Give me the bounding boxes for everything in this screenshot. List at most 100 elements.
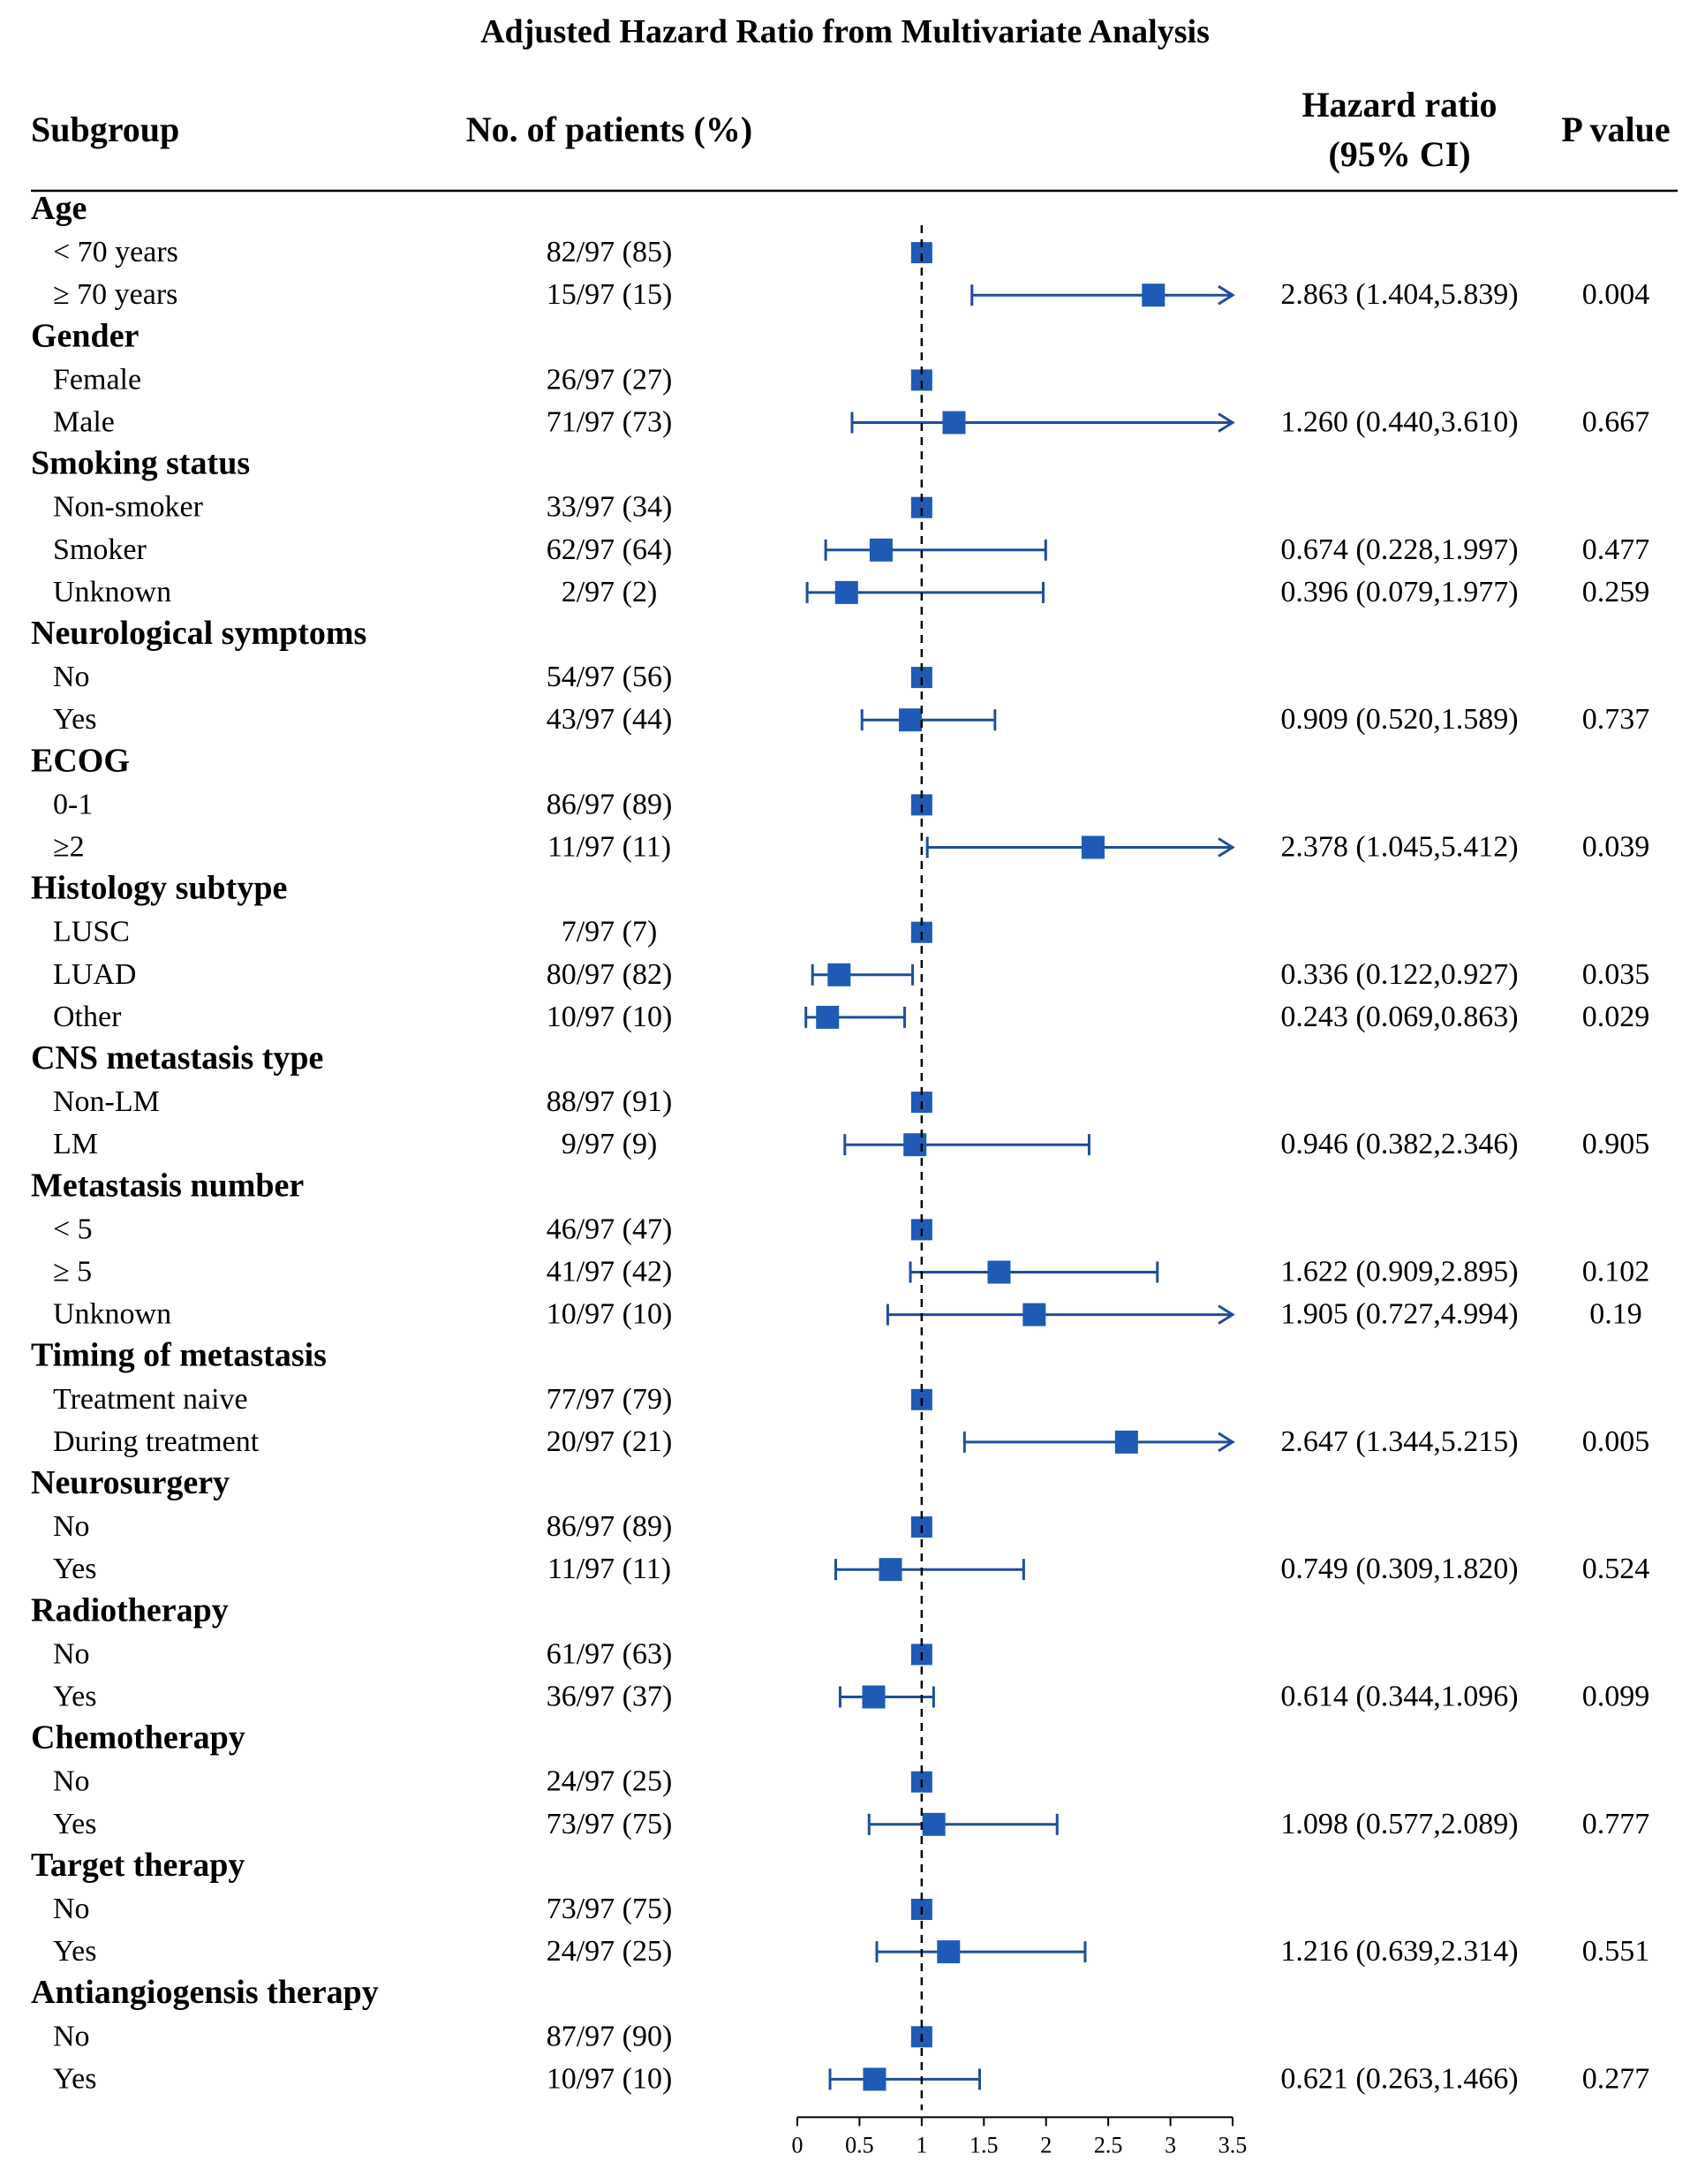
row-label-neurosurgery-2: Yes <box>53 1553 96 1585</box>
row-label-antiangiogensis-therapy-1: No <box>53 2020 90 2052</box>
row-hr-ci-neurosurgery-2: 0.749 (0.309,1.820) <box>1280 1553 1518 1585</box>
row-patients-neurological-symptoms-1: 54/97 (56) <box>547 661 673 693</box>
hr-marker-histology-subtype-2 <box>827 963 851 986</box>
row-p-value-metastasis-number-2: 0.102 <box>1582 1256 1650 1288</box>
row-label-smoking-status-3: Unknown <box>53 576 171 608</box>
table-row: Other 10/97 (10) 0.243 (0.069,0.863) 0.029 <box>53 1001 1649 1033</box>
row-hr-ci-chemotherapy-2: 1.098 (0.577,2.089) <box>1280 1808 1518 1840</box>
row-label-target-therapy-1: No <box>53 1893 90 1925</box>
row-patients-timing-of-metastasis-2: 20/97 (21) <box>547 1425 673 1458</box>
x-tick-label-4: 2 <box>1040 2132 1052 2158</box>
row-p-value-neurosurgery-2: 0.524 <box>1582 1553 1650 1585</box>
x-tick-label-6: 3 <box>1165 2132 1176 2158</box>
x-tick-label-5: 2.5 <box>1094 2132 1123 2158</box>
row-hr-ci-timing-of-metastasis-2: 2.647 (1.344,5.215) <box>1280 1425 1518 1458</box>
table-row: Yes 11/97 (11) 0.749 (0.309,1.820) 0.524 <box>53 1553 1649 1585</box>
group-label-metastasis-number: Metastasis number <box>31 1167 304 1204</box>
row-hr-ci-age-2: 2.863 (1.404,5.839) <box>1280 278 1518 311</box>
hr-marker-radiotherapy-2 <box>862 1685 886 1709</box>
row-patients-chemotherapy-2: 73/97 (75) <box>547 1808 673 1840</box>
row-patients-age-2: 15/97 (15) <box>547 278 673 311</box>
table-row: During treatment 20/97 (21) 2.647 (1.344,5… <box>53 1425 1649 1458</box>
row-patients-ecog-1: 86/97 (89) <box>547 788 673 820</box>
row-label-cns-metastasis-type-1: Non-LM <box>53 1085 160 1118</box>
row-hr-ci-metastasis-number-3: 1.905 (0.727,4.994) <box>1280 1298 1518 1331</box>
row-label-antiangiogensis-therapy-2: Yes <box>53 2062 96 2095</box>
group-label-radiotherapy: Radiotherapy <box>31 1591 229 1629</box>
row-label-age-2: ≥ 70 years <box>53 278 177 311</box>
row-patients-metastasis-number-3: 10/97 (10) <box>547 1298 673 1331</box>
table-row: Treatment naive 77/97 (79) <box>53 1383 672 1416</box>
row-hr-ci-smoking-status-2: 0.674 (0.228,1.997) <box>1280 533 1518 566</box>
table-row: Yes 24/97 (25) 1.216 (0.639,2.314) 0.551 <box>53 1935 1649 1968</box>
table-row: Smoker 62/97 (64) 0.674 (0.228,1.997) 0.477 <box>53 533 1649 566</box>
hr-marker-age-2 <box>1142 283 1166 307</box>
table-row: LUAD 80/97 (82) 0.336 (0.122,0.927) 0.035 <box>53 958 1649 991</box>
row-label-smoking-status-2: Smoker <box>53 533 147 566</box>
hr-marker-metastasis-number-2 <box>987 1260 1011 1284</box>
table-row: No 73/97 (75) <box>53 1893 672 1925</box>
hr-marker-neurological-symptoms-2 <box>899 708 923 732</box>
hr-marker-neurosurgery-2 <box>879 1558 902 1582</box>
ci-arrow-metastasis-number-3 <box>1218 1304 1235 1325</box>
row-p-value-neurological-symptoms-2: 0.737 <box>1582 703 1650 736</box>
row-patients-cns-metastasis-type-2: 9/97 (9) <box>562 1128 658 1160</box>
row-patients-metastasis-number-2: 41/97 (42) <box>547 1256 673 1288</box>
x-tick-label-1: 0.5 <box>845 2132 874 2158</box>
row-patients-timing-of-metastasis-1: 77/97 (79) <box>547 1383 673 1416</box>
group-label-target-therapy: Target therapy <box>31 1847 245 1884</box>
row-p-value-gender-2: 0.667 <box>1582 406 1650 439</box>
table-row: No 24/97 (25) <box>53 1765 672 1798</box>
table-row: Unknown 2/97 (2) 0.396 (0.079,1.977) 0.259 <box>53 576 1649 608</box>
row-label-metastasis-number-2: ≥ 5 <box>53 1256 92 1288</box>
row-patients-cns-metastasis-type-1: 88/97 (91) <box>547 1085 673 1118</box>
row-patients-neurosurgery-1: 86/97 (89) <box>547 1510 673 1543</box>
row-patients-target-therapy-1: 73/97 (75) <box>547 1893 673 1925</box>
row-patients-target-therapy-2: 24/97 (25) <box>547 1935 673 1968</box>
hr-marker-histology-subtype-3 <box>816 1005 840 1029</box>
row-label-ecog-1: 0-1 <box>53 788 93 820</box>
table-row: No 61/97 (63) <box>53 1637 672 1670</box>
row-patients-smoking-status-3: 2/97 (2) <box>562 576 658 608</box>
hr-marker-cns-metastasis-type-2 <box>903 1133 927 1157</box>
row-patients-gender-1: 26/97 (27) <box>547 363 673 396</box>
table-row: < 5 46/97 (47) <box>53 1213 672 1245</box>
row-hr-ci-histology-subtype-2: 0.336 (0.122,0.927) <box>1280 958 1518 991</box>
row-patients-neurological-symptoms-2: 43/97 (44) <box>547 703 673 736</box>
hr-marker-gender-2 <box>942 411 966 435</box>
group-label-neurological-symptoms: Neurological symptoms <box>31 615 366 652</box>
row-p-value-smoking-status-3: 0.259 <box>1582 576 1650 608</box>
table-row: ≥2 11/97 (11) 2.378 (1.045,5.412) 0.039 <box>53 831 1649 864</box>
row-label-histology-subtype-3: Other <box>53 1001 122 1033</box>
header-patients: No. of patients (%) <box>466 110 752 149</box>
row-label-target-therapy-2: Yes <box>53 1935 96 1968</box>
row-hr-ci-neurological-symptoms-2: 0.909 (0.520,1.589) <box>1280 703 1518 736</box>
row-p-value-chemotherapy-2: 0.777 <box>1582 1808 1650 1840</box>
row-p-value-timing-of-metastasis-2: 0.005 <box>1582 1425 1650 1458</box>
row-p-value-metastasis-number-3: 0.19 <box>1589 1298 1642 1331</box>
group-label-timing-of-metastasis: Timing of metastasis <box>31 1337 327 1374</box>
row-hr-ci-target-therapy-2: 1.216 (0.639,2.314) <box>1280 1935 1518 1968</box>
row-label-ecog-2: ≥2 <box>53 831 85 864</box>
table-row: Yes 73/97 (75) 1.098 (0.577,2.089) 0.777 <box>53 1808 1649 1840</box>
row-label-neurological-symptoms-2: Yes <box>53 703 96 736</box>
row-p-value-antiangiogensis-therapy-2: 0.277 <box>1582 2062 1650 2095</box>
group-label-age: Age <box>31 190 87 227</box>
group-label-neurosurgery: Neurosurgery <box>31 1464 230 1501</box>
row-patients-ecog-2: 11/97 (11) <box>547 831 671 864</box>
table-row: Non-smoker 33/97 (34) <box>53 491 672 524</box>
row-p-value-radiotherapy-2: 0.099 <box>1582 1681 1650 1713</box>
row-label-smoking-status-1: Non-smoker <box>53 491 204 524</box>
table-row: Unknown 10/97 (10) 1.905 (0.727,4.994) 0.19 <box>53 1298 1642 1331</box>
row-patients-histology-subtype-3: 10/97 (10) <box>547 1001 673 1033</box>
row-patients-histology-subtype-2: 80/97 (82) <box>547 958 673 991</box>
hr-marker-timing-of-metastasis-2 <box>1114 1430 1138 1454</box>
row-label-chemotherapy-2: Yes <box>53 1808 96 1840</box>
x-tick-label-2: 1 <box>916 2132 927 2158</box>
group-label-gender: Gender <box>31 317 140 354</box>
row-label-metastasis-number-1: < 5 <box>53 1213 93 1245</box>
table-row: Non-LM 88/97 (91) <box>53 1085 672 1118</box>
row-patients-radiotherapy-1: 61/97 (63) <box>547 1637 673 1670</box>
row-hr-ci-smoking-status-3: 0.396 (0.079,1.977) <box>1280 576 1518 608</box>
group-label-smoking-status: Smoking status <box>31 445 250 482</box>
